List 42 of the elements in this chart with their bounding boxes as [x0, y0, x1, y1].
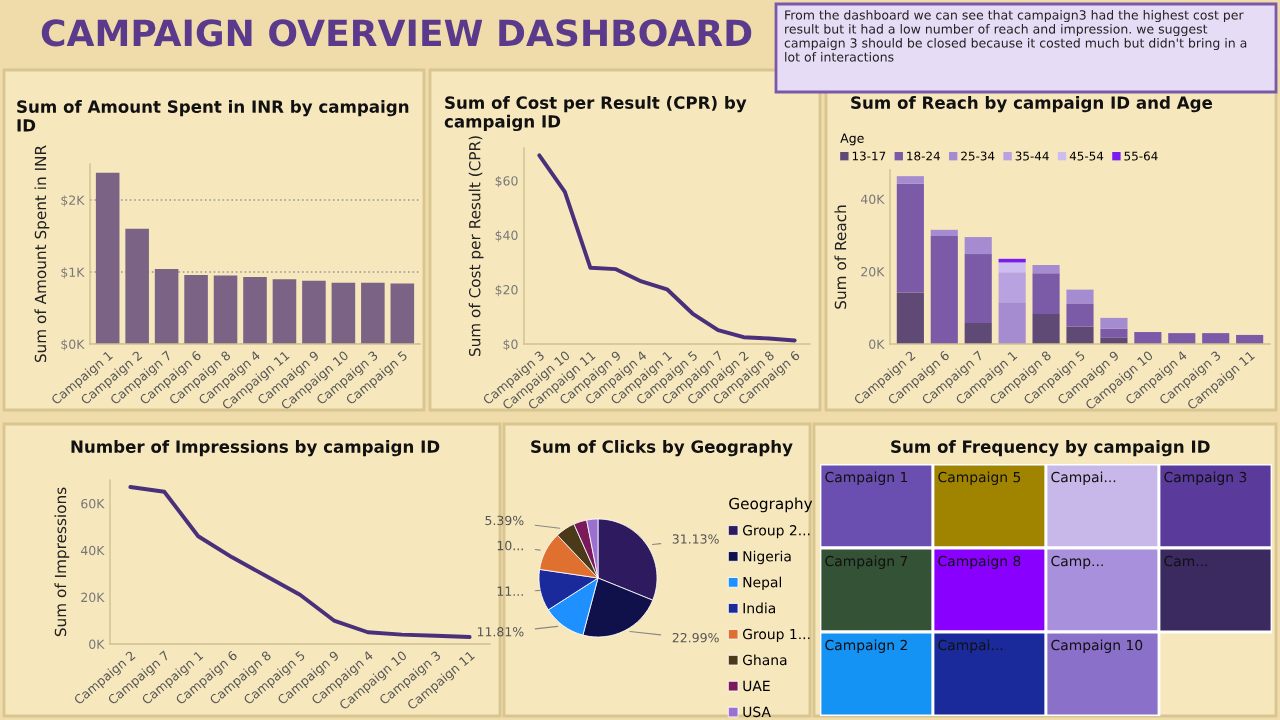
- bar: [125, 228, 149, 344]
- bar: [998, 262, 1026, 273]
- text: Sum of Clicks by Geography: [531, 440, 793, 457]
- bar: [896, 176, 924, 184]
- bar: [243, 277, 267, 344]
- bar: [964, 322, 992, 344]
- bar: [1134, 332, 1162, 344]
- bar: [964, 254, 992, 323]
- bar: [390, 283, 415, 344]
- bar: [1100, 317, 1128, 329]
- bar: [272, 279, 297, 344]
- bar: [998, 272, 1026, 303]
- text: CAMPAIGN OVERVIEW DASHBOARD: [41, 19, 752, 47]
- bar: [213, 275, 238, 344]
- line-series: [128, 485, 472, 639]
- bar: [1202, 333, 1230, 344]
- bar: [1066, 289, 1094, 304]
- bar: [1066, 326, 1094, 344]
- bar: [331, 282, 356, 344]
- bar: [1032, 273, 1060, 314]
- bar: [896, 183, 924, 293]
- chart-title: Sum of Reach by campaign ID and Age: [851, 96, 1213, 113]
- line-series: [537, 153, 797, 343]
- bar: [154, 269, 179, 344]
- bar: [95, 172, 120, 344]
- chart-title: Number of Impressions by campaign ID: [71, 440, 440, 457]
- bar: [964, 237, 992, 255]
- bar: [998, 302, 1026, 344]
- chart-title: Sum of Cost per Result (CPR) by campaign ID: [444, 96, 747, 132]
- bar: [361, 282, 385, 344]
- bar: [1032, 264, 1060, 274]
- bar: [1066, 303, 1094, 327]
- bar: [184, 274, 208, 344]
- bar: [1100, 328, 1128, 338]
- bar: [930, 229, 958, 236]
- text: Sum of Frequency by campaign ID: [891, 440, 1210, 457]
- bar: [896, 292, 924, 344]
- bar: [1168, 333, 1196, 344]
- chart-title: Sum of Amount Spent in INR by campaign ID: [17, 100, 409, 132]
- bar: [302, 280, 326, 344]
- bar: [930, 235, 958, 344]
- bar: [1032, 313, 1060, 344]
